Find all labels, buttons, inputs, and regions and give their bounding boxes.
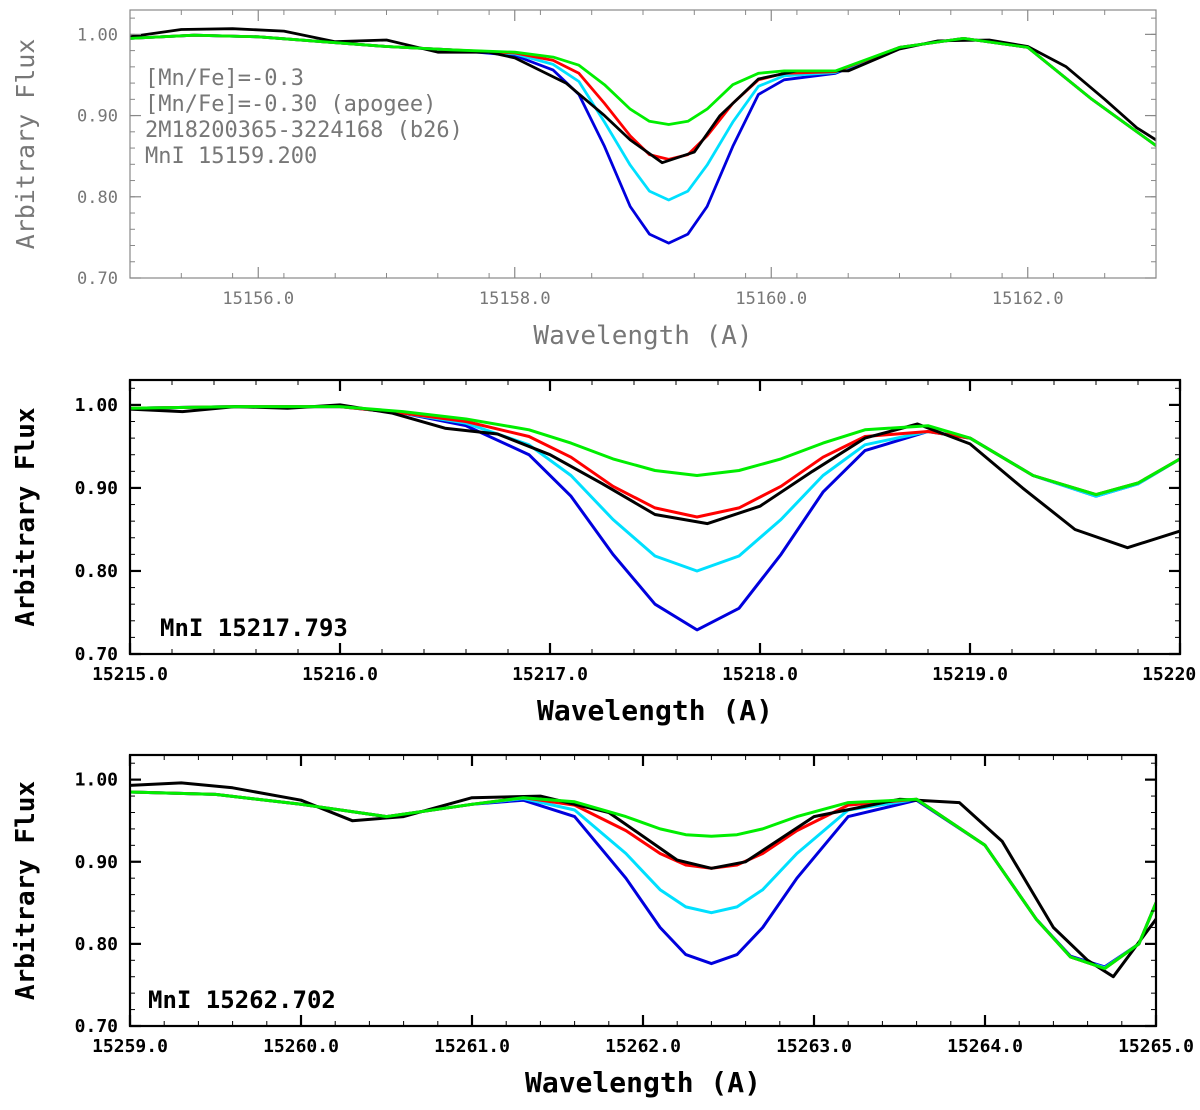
x-tick-label: 15219.0 [932,664,1008,685]
annotation-text: MnI 15217.793 [160,614,348,642]
series-line-5 [130,33,1156,147]
x-tick-label: 15217.0 [512,664,588,685]
x-tick-label: 15160.0 [735,289,807,309]
x-tick-label: 15156.0 [222,289,294,309]
series-line-2 [130,790,1156,970]
series-line-4 [130,403,1180,550]
annotation-text: [Mn/Fe]=-0.30 (apogee) [145,92,436,117]
y-axis-label: Arbitrary Flux [11,781,41,1000]
y-tick-label: 0.90 [75,478,118,499]
x-tick-label: 15220.0 [1142,664,1200,685]
series-group [130,403,1180,632]
x-tick-label: 15158.0 [479,289,551,309]
y-tick-label: 0.90 [77,107,118,127]
y-tick-label: 0.90 [75,852,118,873]
y-tick-label: 0.80 [77,188,118,208]
panel-3: 15259.0 15260.0 15261.0 15262.0 15263.0 15264… [11,753,1194,1099]
x-tick-label: 15260.0 [263,1036,339,1057]
x-tick-label: 15264.0 [947,1036,1023,1057]
series-group [130,781,1156,979]
x-tick-label: 15262.0 [605,1036,681,1057]
plot-frame [128,378,1182,656]
annotation-text: MnI 15262.702 [148,986,336,1014]
y-tick-label: 0.70 [77,269,118,289]
x-tick-label: 15265.0 [1118,1036,1194,1057]
y-axis-label: Arbitrary Flux [11,39,40,250]
x-axis-label: Wavelength (A) [537,694,773,727]
y-tick-label: 0.80 [75,561,118,582]
series-line-3 [130,790,1156,970]
x-tick-label: 15218.0 [722,664,798,685]
annotation-text: MnI 15159.200 [145,144,317,169]
x-tick-label: 15216.0 [302,664,378,685]
y-tick-label: 1.00 [75,395,118,416]
x-axis-label: Wavelength (A) [533,321,752,351]
series-line-4 [130,781,1156,979]
panel-1: 15156.0 15158.0 15160.0 15162.0 0.70 0.80 0.90… [11,9,1157,351]
x-tick-label: 15215.0 [92,664,168,685]
x-tick-label: 15162.0 [992,289,1064,309]
series-group [130,27,1156,245]
y-tick-label: 1.00 [77,25,118,45]
y-tick-label: 0.70 [75,644,118,665]
series-line-5 [130,790,1156,970]
y-tick-label: 1.00 [75,770,118,791]
annotation-text: 2M18200365-3224168 (b26) [145,118,463,143]
y-axis-label: Arbitrary Flux [11,407,41,626]
y-tick-label: 0.80 [75,934,118,955]
x-axis-label: Wavelength (A) [525,1066,761,1099]
x-tick-label: 15263.0 [776,1036,852,1057]
series-line-1 [130,790,1156,969]
panel-2: 15215.0 15216.0 15217.0 15218.0 15219.0 15220… [11,378,1200,727]
series-line-1 [130,405,1180,632]
x-tick-label: 15261.0 [434,1036,510,1057]
series-line-5 [130,405,1180,497]
annotation-text: [Mn/Fe]=-0.3 [145,66,304,91]
x-tick-label: 15259.0 [92,1036,168,1057]
series-line-3 [130,405,1180,519]
y-tick-label: 0.70 [75,1016,118,1037]
